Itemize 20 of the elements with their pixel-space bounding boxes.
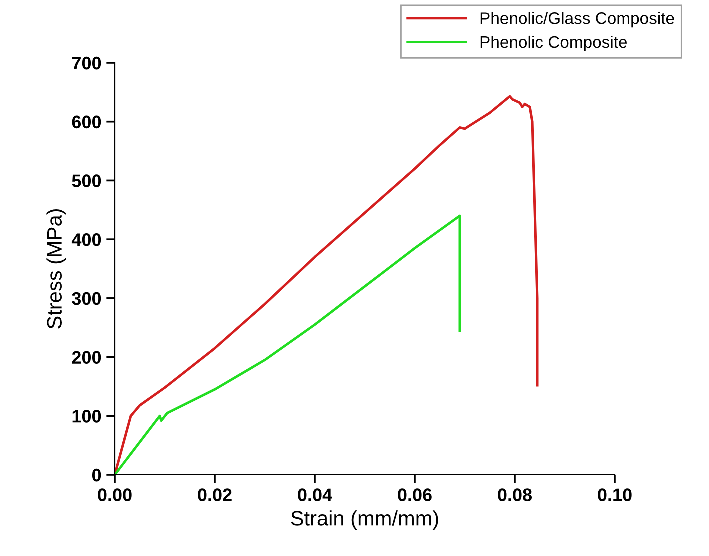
y-axis-title: Stress (MPa) <box>46 210 66 329</box>
y-tick-label: 600 <box>72 116 102 129</box>
line-series <box>115 214 462 475</box>
x-tick-label: 0.10 <box>598 488 632 502</box>
y-tick-label: 100 <box>72 410 102 423</box>
y-tick-label: 0 <box>92 468 102 482</box>
line-series <box>115 95 539 475</box>
y-tick-label: 400 <box>72 234 102 246</box>
y-tick-label: 500 <box>72 174 102 188</box>
legend-label: Phenolic/Glass Composite <box>480 12 674 28</box>
x-tick-label: 0.00 <box>98 488 132 502</box>
y-tick-label: 200 <box>72 351 102 364</box>
x-tick-label: 0.02 <box>198 488 232 502</box>
legend-label: Phenolic Composite <box>480 36 628 52</box>
y-tick-label: 700 <box>72 56 102 70</box>
x-tick-label: 0.04 <box>298 488 332 502</box>
x-tick-label: 0.08 <box>498 488 532 502</box>
x-axis-title: Strain (mm/mm) <box>291 510 438 530</box>
y-tick-label: 300 <box>72 292 102 306</box>
x-tick-label: 0.06 <box>398 488 432 502</box>
